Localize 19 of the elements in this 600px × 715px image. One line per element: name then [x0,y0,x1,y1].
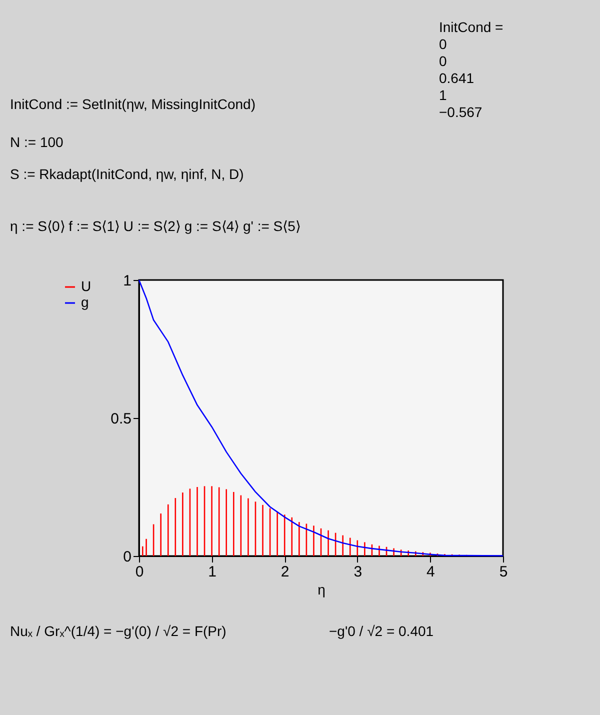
text: η := S⟨0⟩ f := S⟨1⟩ U := S⟨2⟩ g := S⟨4⟩ g' := S⟨5⟩ [10,218,300,234]
legend-label: U [81,278,92,294]
x-tick-label: 3 [354,564,362,580]
x-tick-label: 5 [499,564,508,580]
y-tick-label: 0 [123,548,132,566]
y-tick-label: 1 [123,272,132,290]
text: InitCond = 0 0 0.641 1 −0.567 [439,19,504,120]
text: N := 100 [10,134,64,150]
text: InitCond := SetInit(ηw, MissingInitCond) [10,96,256,112]
x-tick-label: 4 [426,564,435,580]
text: Nuₓ / Grₓ^(1/4) = −g'(0) / √2 = F(Pr) [10,623,226,639]
text: −g'0 / √2 = 0.401 [329,623,434,639]
x-axis-title: η [318,582,326,598]
x-tick-label: 1 [208,564,216,580]
x-tick-label: 2 [280,564,290,580]
legend-label: g [81,294,89,310]
y-tick-label: 0.5 [110,410,132,428]
x-tick-label: 0 [135,564,144,580]
text: S := Rkadapt(InitCond, ηw, ηinf, N, D) [10,166,244,182]
